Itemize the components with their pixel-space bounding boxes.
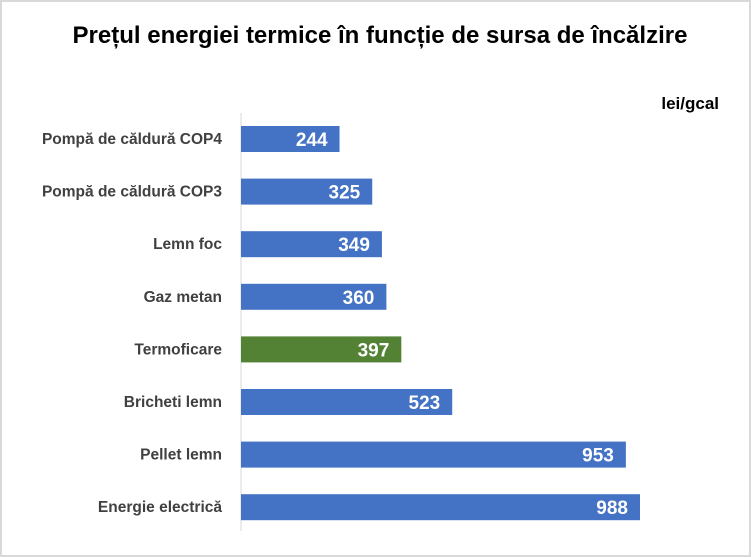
chart-title: Prețul energiei termice în funcție de su… <box>72 22 688 49</box>
category-label: Pompă de căldură COP3 <box>42 184 222 201</box>
data-label: 953 <box>582 446 614 467</box>
category-label: Lemn foc <box>153 236 222 253</box>
bar <box>241 126 340 152</box>
bar <box>241 283 387 310</box>
bar <box>241 178 373 205</box>
category-label: Gaz metan <box>144 289 222 306</box>
bar <box>241 494 640 521</box>
category-label: Pompă de căldură COP4 <box>42 131 222 148</box>
category-label: Termoficare <box>134 341 222 358</box>
data-label: 325 <box>329 183 361 204</box>
unit-label: lei/gcal <box>661 94 719 113</box>
bar <box>241 231 382 258</box>
data-label: 988 <box>596 498 628 519</box>
data-label: 360 <box>343 288 375 309</box>
data-label: 397 <box>358 340 390 361</box>
bar <box>241 389 453 415</box>
bar <box>241 336 402 363</box>
data-label: 349 <box>338 235 370 256</box>
category-label: Pellet lemn <box>140 447 222 464</box>
category-label: Energie electrică <box>98 499 222 516</box>
category-label: Bricheti lemn <box>124 394 222 411</box>
data-label: 523 <box>409 393 441 414</box>
bar <box>241 441 626 468</box>
data-label: 244 <box>296 130 328 151</box>
